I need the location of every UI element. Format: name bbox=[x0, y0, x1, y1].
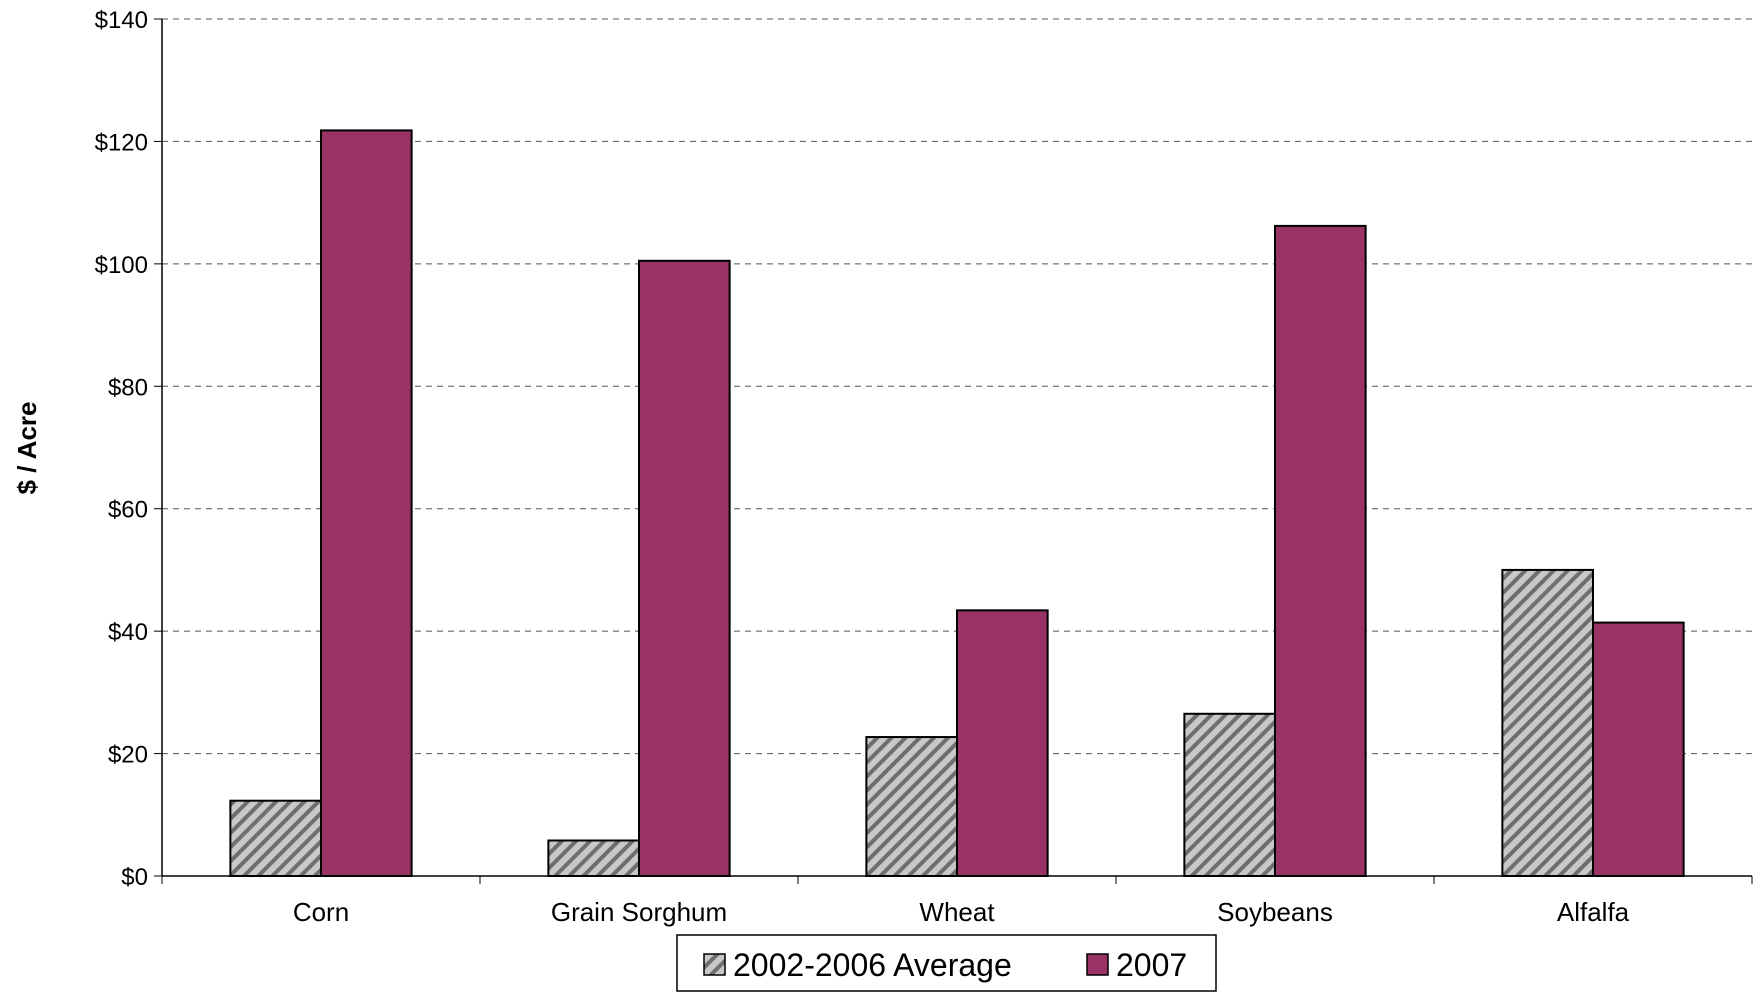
legend-label: 2002-2006 Average bbox=[733, 947, 1012, 983]
x-tick-label: Wheat bbox=[919, 897, 995, 927]
bar-average bbox=[229, 799, 322, 877]
bar-year-2007 bbox=[1274, 224, 1367, 877]
legend: 2002-2006 Average 2007 bbox=[676, 934, 1217, 992]
gridlines bbox=[162, 18, 1752, 755]
legend-label: 2007 bbox=[1116, 947, 1187, 983]
bar-average bbox=[1501, 568, 1594, 878]
legend-swatch bbox=[703, 953, 726, 976]
bar-year-2007 bbox=[638, 259, 731, 877]
bar-year-2007 bbox=[320, 129, 413, 878]
y-axis-label: $ / Acre bbox=[12, 402, 42, 495]
y-tick-label: $0 bbox=[121, 864, 148, 891]
y-tick-label: $80 bbox=[108, 374, 148, 401]
x-tick-label: Grain Sorghum bbox=[551, 897, 727, 927]
bar-year-2007 bbox=[956, 609, 1049, 878]
y-tick-label: $20 bbox=[108, 742, 148, 769]
axes bbox=[154, 18, 1753, 884]
y-tick-label: $120 bbox=[95, 129, 148, 156]
bar-year-2007 bbox=[1592, 621, 1685, 878]
x-tick-label: Soybeans bbox=[1217, 897, 1333, 927]
y-tick-label: $100 bbox=[95, 252, 148, 279]
bars bbox=[229, 129, 1685, 878]
y-tick-label: $40 bbox=[108, 619, 148, 646]
legend-swatch bbox=[1086, 953, 1109, 976]
tick-labels: $0 $20 $40 $60 $80 $100 $120 $140 Corn Grain Sorg… bbox=[95, 7, 1630, 927]
bar-average bbox=[1183, 712, 1276, 878]
bar-average bbox=[547, 839, 640, 878]
y-tick-label: $140 bbox=[95, 7, 148, 34]
y-tick-label: $60 bbox=[108, 497, 148, 524]
bar-average bbox=[865, 736, 958, 877]
x-tick-label: Alfalfa bbox=[1557, 897, 1630, 927]
legend-box bbox=[676, 934, 1217, 992]
x-tick-label: Corn bbox=[293, 897, 349, 927]
